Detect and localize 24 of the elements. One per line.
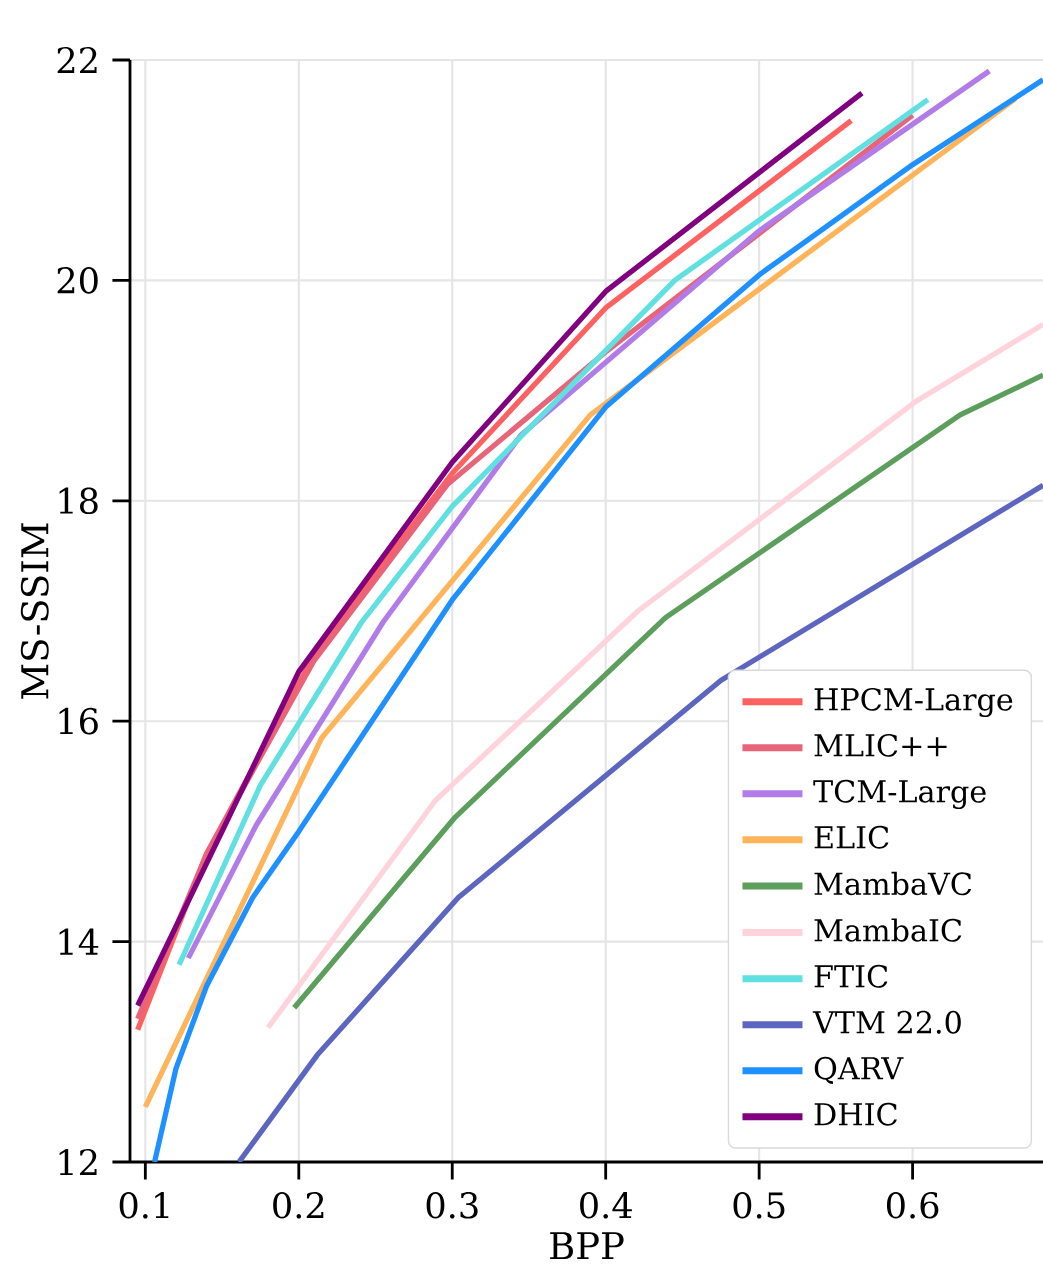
legend-label: FTIC xyxy=(814,964,888,988)
legend-label: QARV xyxy=(814,1056,904,1085)
y-tick-label: 20 xyxy=(57,267,98,294)
x-tick-label: 0.2 xyxy=(273,1191,324,1219)
legend-label: TCM-Large xyxy=(813,779,986,810)
y-tick-label: 18 xyxy=(59,487,98,515)
legend-label: MambaIC xyxy=(814,918,962,942)
y-tick-label: 14 xyxy=(59,928,99,955)
x-tick-label: 0.1 xyxy=(119,1191,169,1219)
legend-label: MambaVC xyxy=(814,871,972,896)
legend-label: HPCM-Large xyxy=(814,687,1013,718)
legend-label: MLIC++ xyxy=(814,733,947,757)
legend-label: ELIC xyxy=(814,825,889,849)
y-axis-title: MS-SSIM xyxy=(20,523,49,699)
legend-label: DHIC xyxy=(814,1102,897,1126)
legend-label: VTM 22.0 xyxy=(812,1010,961,1034)
x-tick-label: 0.3 xyxy=(426,1191,478,1219)
x-axis-title: BPP xyxy=(550,1232,624,1260)
x-tick-label: 0.6 xyxy=(886,1191,939,1219)
y-tick-label: 16 xyxy=(59,707,98,735)
x-tick-label: 0.5 xyxy=(733,1191,785,1219)
y-tick-label: 22 xyxy=(57,46,97,74)
y-tick-label: 12 xyxy=(59,1148,97,1176)
x-tick-label: 0.4 xyxy=(580,1191,632,1219)
